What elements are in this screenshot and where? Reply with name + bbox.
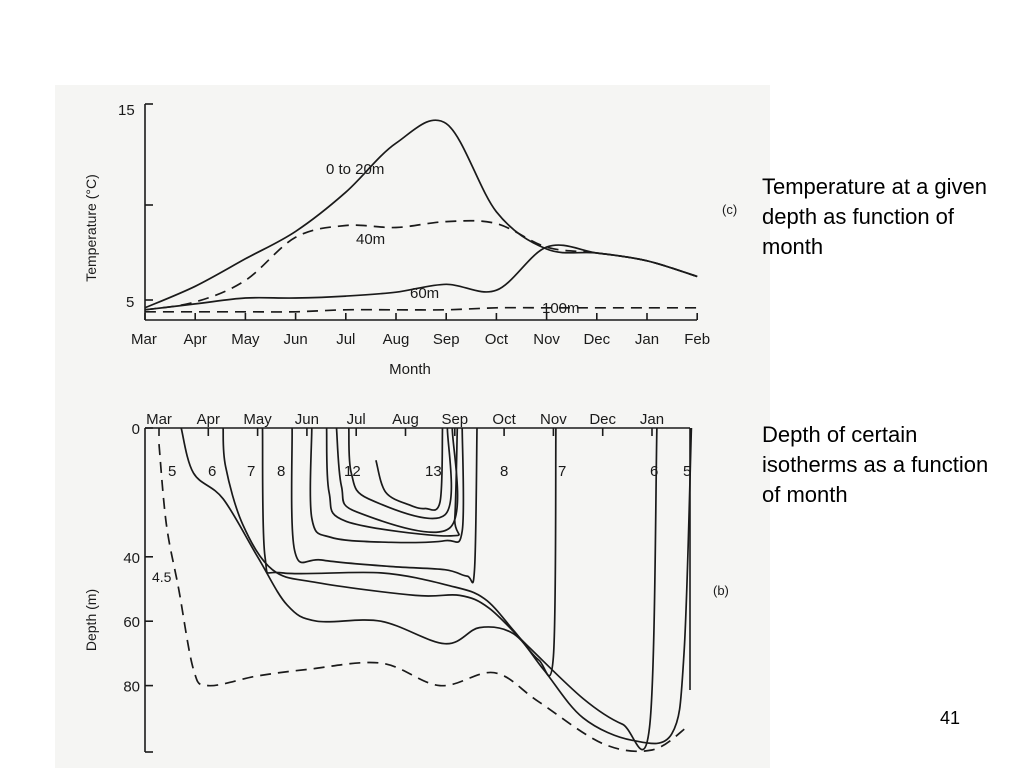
temp-x-tick-label: Jun [284,331,308,348]
series-label-60m: 60m [410,285,439,302]
temp-series-line-4 [144,306,698,313]
isotherm-line-1 [158,444,687,753]
temp-series-line-2 [144,219,698,311]
isotherm-line-7 [325,427,460,537]
depth-y-tick-label: 60 [123,614,140,631]
series-label-0-20m: 0 to 20m [326,161,384,178]
depth-y-tick-label: 80 [123,679,140,696]
temp-x-tick-label: Sep [433,331,460,348]
temp-x-tick-label: Jan [635,331,659,348]
temp-x-tick-label: Aug [383,331,410,348]
isotherm-label-4-5: 4.5 [152,569,172,585]
isotherm-label-6-right: 6 [650,463,658,480]
isotherm-line-4 [261,427,557,677]
depth-x-tick-label: Mar [146,411,172,428]
depth-x-tick-label: Jul [347,411,366,428]
caption-temperature: Temperature at a given depth as function… [762,174,988,259]
isotherm-line-10 [375,427,444,511]
caption-isotherm-depth: Depth of certain isotherms as a function… [762,422,989,507]
isotherm-line-2 [180,427,693,745]
depth-x-tick-label: Jan [640,411,664,428]
depth-x-tick-label: Sep [441,411,468,428]
isotherm-label-13: 13 [425,463,442,480]
series-label-100m: 100m [542,300,580,317]
temp-x-tick-label: Nov [533,331,560,348]
temp-x-tick-label: Jul [336,331,355,348]
figure-panel [55,85,770,768]
temp-x-tick-label: Dec [583,331,610,348]
depth-x-tick-label: Aug [392,411,419,428]
depth-x-tick-label: Dec [589,411,616,428]
temp-x-axis-label: Month [389,361,431,378]
temp-x-tick-label: Feb [684,331,710,348]
temp-x-tick-label: May [231,331,260,348]
panel-label-c: (c) [722,202,737,217]
depth-x-tick-label: Oct [492,411,516,428]
slide-number: 41 [940,708,961,728]
temp-y-tick-label-15: 15 [118,102,135,119]
temp-x-tick-label: Mar [131,331,157,348]
depth-y-axis-label: Depth (m) [83,589,99,651]
panel-label-b: (b) [713,583,729,598]
isotherm-label-12: 12 [344,463,361,480]
temp-series-line-3 [144,244,698,311]
depth-x-tick-label: Nov [540,411,567,428]
isotherm-label-8-left: 8 [277,463,285,480]
isotherm-label-7-right: 7 [558,463,566,480]
isotherm-depth-chart: Mar Apr May Jun Jul Aug Sep Oct Nov Dec Jan 0 40 60 8… [83,411,729,753]
isotherm-line-8 [335,427,459,533]
series-label-40m: 40m [356,231,385,248]
temp-x-tick-label: Apr [184,331,207,348]
isotherm-line-9 [347,427,453,520]
temperature-chart: 15 5 Temperature (°C) Mar Apr May Jun Jul Aug… [83,102,737,378]
temp-x-tick-label: Oct [485,331,509,348]
temp-y-tick-label-5: 5 [126,294,134,311]
isotherm-line-6 [309,427,465,544]
isotherm-label-7-left: 7 [247,463,255,480]
depth-x-tick-label: May [243,411,272,428]
isotherm-line-3 [222,427,658,751]
depth-x-tick-label: Apr [197,411,220,428]
isotherm-label-8-right: 8 [500,463,508,480]
depth-y-tick-label: 0 [132,421,140,438]
isotherm-label-6-left: 6 [208,463,216,480]
temp-y-axis-label: Temperature (°C) [83,174,99,282]
depth-x-tick-label: Jun [295,411,319,428]
isotherm-label-5-right: 5 [683,463,691,480]
isotherm-line-5 [290,427,478,584]
temp-series-line-1 [144,119,698,309]
depth-y-tick-label: 40 [123,550,140,567]
isotherm-label-5-left: 5 [168,463,176,480]
